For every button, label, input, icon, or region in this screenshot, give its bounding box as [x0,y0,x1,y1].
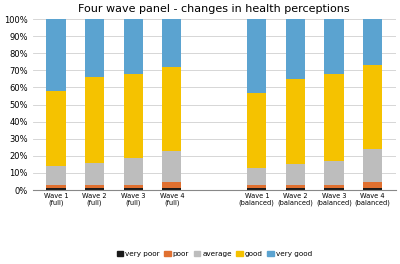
Bar [324,188,344,190]
Bar [286,188,305,190]
Bar [162,182,182,188]
Bar [46,166,66,185]
Bar [286,164,305,185]
Bar [46,185,66,188]
Bar [85,19,104,77]
Bar [363,149,382,182]
Bar [286,19,305,79]
Bar [324,19,344,74]
Bar [247,185,266,188]
Bar [124,188,143,190]
Bar [85,77,104,163]
Bar [363,65,382,149]
Bar [363,182,382,188]
Bar [363,19,382,65]
Legend: very poor, poor, average, good, very good: very poor, poor, average, good, very goo… [114,248,315,260]
Bar [324,161,344,185]
Bar [324,185,344,188]
Title: Four wave panel - changes in health perceptions: Four wave panel - changes in health perc… [78,4,350,14]
Bar [46,91,66,166]
Bar [124,185,143,188]
Bar [286,185,305,188]
Bar [247,168,266,185]
Bar [124,74,143,158]
Bar [85,188,104,190]
Bar [46,188,66,190]
Bar [46,19,66,91]
Bar [247,19,266,93]
Bar [124,19,143,74]
Bar [247,93,266,168]
Bar [247,188,266,190]
Bar [324,74,344,161]
Bar [286,79,305,164]
Bar [162,188,182,190]
Bar [124,158,143,185]
Bar [162,67,182,151]
Bar [162,151,182,182]
Bar [162,19,182,67]
Bar [85,163,104,185]
Bar [85,185,104,188]
Bar [363,188,382,190]
